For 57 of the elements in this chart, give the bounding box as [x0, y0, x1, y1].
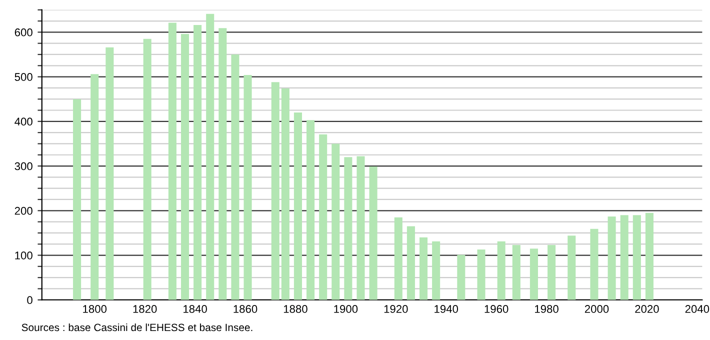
bar	[294, 112, 302, 300]
bar	[406, 226, 415, 300]
bar	[206, 14, 214, 300]
bar	[497, 241, 506, 300]
bar	[106, 47, 114, 300]
bar	[608, 216, 616, 300]
y-tick-label: 300	[14, 162, 32, 170]
bar	[344, 157, 352, 300]
bar	[590, 228, 598, 300]
x-tick-label: 2020	[635, 305, 659, 313]
x-tick-label: 1860	[234, 305, 258, 313]
bar	[180, 34, 190, 300]
bar	[319, 134, 328, 300]
bar	[432, 241, 440, 300]
x-tick-label: 1880	[284, 305, 308, 313]
source-note: Sources : base Cassini de l'EHESS et base Insee.	[22, 323, 252, 332]
y-tick-label: 400	[14, 118, 32, 126]
bar	[632, 215, 641, 300]
bar	[394, 217, 402, 300]
bar	[419, 237, 428, 300]
x-tick-label: 2040	[685, 305, 710, 313]
y-tick-label: 200	[14, 206, 32, 215]
bar	[143, 38, 152, 300]
bar	[168, 22, 176, 300]
bar	[645, 212, 654, 300]
x-tick-label: 1920	[384, 305, 408, 313]
bar	[332, 144, 340, 300]
y-tick-label: 0	[27, 296, 32, 304]
bar	[620, 215, 628, 300]
x-tick-label: 2000	[584, 305, 609, 313]
y-tick-label: 600	[14, 28, 32, 36]
bar	[244, 75, 252, 300]
bar	[530, 248, 538, 300]
bar	[194, 25, 202, 300]
bar	[568, 236, 576, 300]
x-tick-label: 1900	[334, 305, 358, 313]
bar	[281, 88, 290, 300]
bar	[512, 245, 520, 300]
x-tick-label: 1980	[535, 305, 558, 313]
y-tick-label: 500	[14, 73, 32, 81]
bar	[477, 249, 486, 300]
x-tick-label: 1840	[184, 305, 207, 313]
x-tick-label: 1800	[83, 305, 107, 313]
bar	[218, 28, 227, 300]
bar	[73, 99, 82, 300]
bar	[457, 254, 466, 300]
bar	[271, 82, 280, 300]
bar	[548, 245, 556, 300]
bar	[356, 156, 365, 300]
x-tick-label: 1940	[434, 305, 458, 313]
bar	[369, 166, 378, 300]
y-tick-label: 100	[15, 252, 32, 260]
x-tick-label: 1820	[133, 305, 157, 313]
bar	[90, 74, 99, 300]
bar	[306, 120, 315, 300]
x-tick-label: 1960	[484, 305, 508, 313]
bar	[231, 54, 240, 300]
